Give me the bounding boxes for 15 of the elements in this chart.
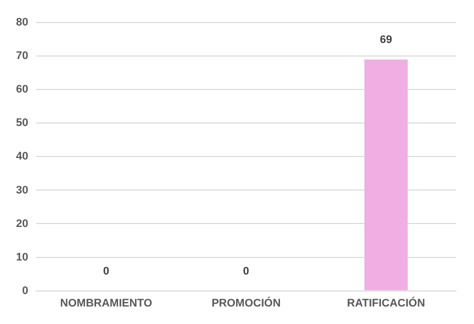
y-tick-label: 80: [16, 16, 28, 29]
y-tick-label: 10: [16, 251, 28, 264]
y-tick-label: 20: [16, 218, 28, 230]
y-tick-label: 40: [16, 150, 28, 163]
y-tick-label: 70: [16, 50, 28, 62]
data-label: 0: [103, 265, 110, 278]
y-tick-label: 0: [22, 284, 28, 297]
x-tick-label: RATIFICACIÓN: [347, 296, 426, 310]
x-tick-label: PROMOCIÓN: [212, 296, 281, 310]
data-label: 69: [380, 34, 392, 46]
y-tick-label: 30: [16, 184, 28, 196]
data-label: 0: [243, 265, 250, 278]
y-tick-label: 60: [16, 84, 28, 96]
x-tick-label: NOMBRAMIENTO: [60, 297, 153, 310]
y-tick-label: 50: [16, 117, 28, 130]
